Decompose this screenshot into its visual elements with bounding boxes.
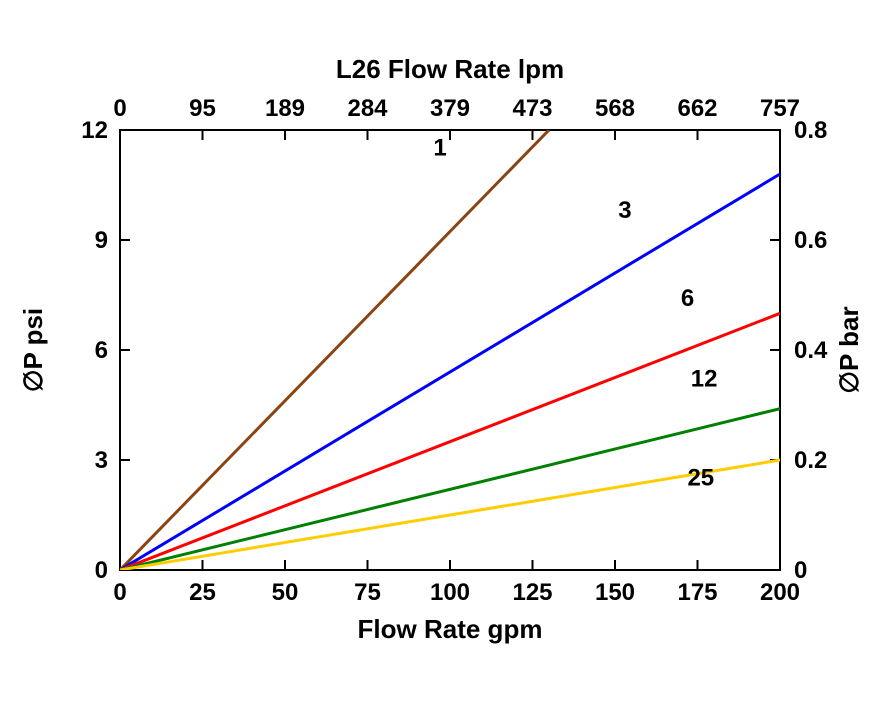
series-line-25 [120,460,780,570]
y-tick-label-left: 12 [81,117,108,144]
y-tick-label-right: 0.2 [794,447,827,474]
y-tick-label-right: 0.4 [794,337,828,364]
x-tick-label-top: 95 [189,95,216,122]
flow-rate-chart: 0255075100125150175200095189284379473568… [0,0,890,726]
y-tick-label-left: 3 [95,447,108,474]
series-label-25: 25 [687,465,714,492]
chart-title-top: L26 Flow Rate lpm [336,54,564,84]
x-tick-label-top: 662 [677,95,717,122]
y-axis-label-right: ∅P bar [834,306,864,393]
x-tick-label-top: 284 [347,95,388,122]
x-tick-label-bottom: 50 [272,579,299,606]
y-tick-label-right: 0.6 [794,227,827,254]
series-label-6: 6 [681,285,694,312]
plot-area [120,130,780,570]
y-axis-label-left: ∅P psi [18,308,48,392]
y-tick-label-right: 0 [794,557,807,584]
x-tick-label-top: 473 [512,95,552,122]
y-tick-label-left: 6 [95,337,108,364]
x-tick-label-bottom: 25 [189,579,216,606]
x-tick-label-bottom: 175 [677,579,717,606]
x-tick-label-bottom: 125 [512,579,552,606]
x-tick-label-bottom: 150 [595,579,635,606]
y-tick-label-right: 0.8 [794,117,827,144]
series-label-1: 1 [433,135,446,162]
x-tick-label-bottom: 0 [113,579,126,606]
y-tick-label-left: 9 [95,227,108,254]
x-tick-label-top: 0 [113,95,126,122]
x-tick-label-top: 189 [265,95,305,122]
x-tick-label-top: 379 [430,95,470,122]
x-tick-label-bottom: 100 [430,579,470,606]
series-label-12: 12 [691,366,718,393]
x-tick-label-top: 568 [595,95,635,122]
series-line-12 [120,409,780,570]
chart-container: { "chart": { "type": "line", "title_top"… [0,0,890,726]
series-label-3: 3 [618,197,631,224]
y-tick-label-left: 0 [95,557,108,584]
x-tick-label-bottom: 75 [354,579,381,606]
series-line-6 [120,313,780,570]
x-axis-label-bottom: Flow Rate gpm [358,614,543,644]
